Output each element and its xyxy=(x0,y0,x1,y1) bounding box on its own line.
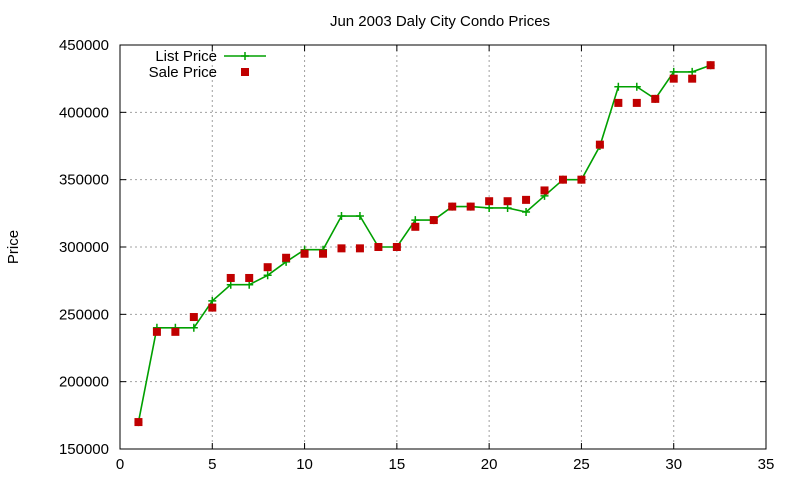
x-tick-label: 25 xyxy=(573,456,590,473)
data-point-sale-price xyxy=(411,222,420,231)
data-point-sale-price xyxy=(429,216,438,225)
data-point-sale-price xyxy=(300,249,309,258)
data-point-sale-price xyxy=(319,249,328,258)
data-point-sale-price xyxy=(503,197,512,206)
legend-label-list-price: List Price xyxy=(155,48,217,65)
data-point-list-price xyxy=(522,207,531,216)
data-point-list-price xyxy=(669,67,678,76)
data-point-sale-price xyxy=(355,244,364,253)
data-point-sale-price xyxy=(688,74,697,83)
x-tick-label: 10 xyxy=(296,456,313,473)
data-point-sale-price xyxy=(706,61,715,70)
y-tick-label: 400000 xyxy=(59,104,109,121)
y-axis-label: Price xyxy=(5,230,22,264)
data-point-list-price xyxy=(208,296,217,305)
grid xyxy=(120,45,766,449)
data-point-sale-price xyxy=(632,98,641,107)
data-point-sale-price xyxy=(282,253,291,262)
y-tick-label: 450000 xyxy=(59,37,109,54)
legend-marker-list-price xyxy=(241,52,249,60)
data-point-sale-price xyxy=(171,327,180,336)
data-point-list-price xyxy=(355,212,364,221)
data-point-list-price xyxy=(263,271,272,280)
y-tick-label: 150000 xyxy=(59,441,109,458)
data-point-list-price xyxy=(245,280,254,289)
x-tick-label: 20 xyxy=(481,456,498,473)
data-point-sale-price xyxy=(374,243,383,251)
legend-marker-sale-price xyxy=(241,68,249,76)
data-point-sale-price xyxy=(208,303,217,312)
data-point-list-price xyxy=(503,203,512,212)
series xyxy=(134,61,715,427)
data-point-list-price xyxy=(688,67,697,76)
data-point-sale-price xyxy=(134,418,143,427)
x-tick-label: 5 xyxy=(208,456,216,473)
x-tick-label: 0 xyxy=(116,456,124,473)
series-line-list-price xyxy=(137,64,711,423)
data-point-sale-price xyxy=(614,98,623,107)
x-tick-label: 35 xyxy=(758,456,775,473)
data-point-sale-price xyxy=(392,243,401,251)
chart-title: Jun 2003 Daly City Condo Prices xyxy=(330,13,550,30)
x-tick-label: 30 xyxy=(665,456,682,473)
legend-label-sale-price: Sale Price xyxy=(149,64,217,81)
data-point-list-price xyxy=(337,212,346,221)
data-point-sale-price xyxy=(651,94,660,103)
y-tick-label: 250000 xyxy=(59,306,109,323)
data-point-list-price xyxy=(614,82,623,91)
data-point-sale-price xyxy=(189,313,198,322)
data-point-sale-price xyxy=(595,140,604,149)
data-point-sale-price xyxy=(226,273,235,282)
data-point-sale-price xyxy=(263,263,272,272)
data-point-sale-price xyxy=(540,186,549,195)
x-tick-label: 15 xyxy=(389,456,406,473)
data-point-sale-price xyxy=(669,74,678,83)
data-point-list-price xyxy=(411,216,420,225)
y-tick-label: 350000 xyxy=(59,172,109,189)
data-point-sale-price xyxy=(448,202,457,211)
data-point-sale-price xyxy=(245,273,254,282)
data-point-sale-price xyxy=(577,175,586,184)
data-point-list-price xyxy=(485,203,494,212)
data-point-sale-price xyxy=(485,197,494,206)
data-point-sale-price xyxy=(337,244,346,253)
data-point-sale-price xyxy=(522,195,531,204)
data-point-list-price xyxy=(189,323,198,332)
data-point-list-price xyxy=(632,82,641,91)
y-tick-label: 300000 xyxy=(59,239,109,256)
data-point-sale-price xyxy=(466,202,475,211)
data-point-list-price xyxy=(226,280,235,289)
axes: 0 5 10 15 20 25 30 35 150000 200000 250000 300000 35… xyxy=(59,37,774,473)
y-tick-label: 200000 xyxy=(59,374,109,391)
data-point-sale-price xyxy=(558,175,567,184)
data-point-sale-price xyxy=(152,327,161,336)
